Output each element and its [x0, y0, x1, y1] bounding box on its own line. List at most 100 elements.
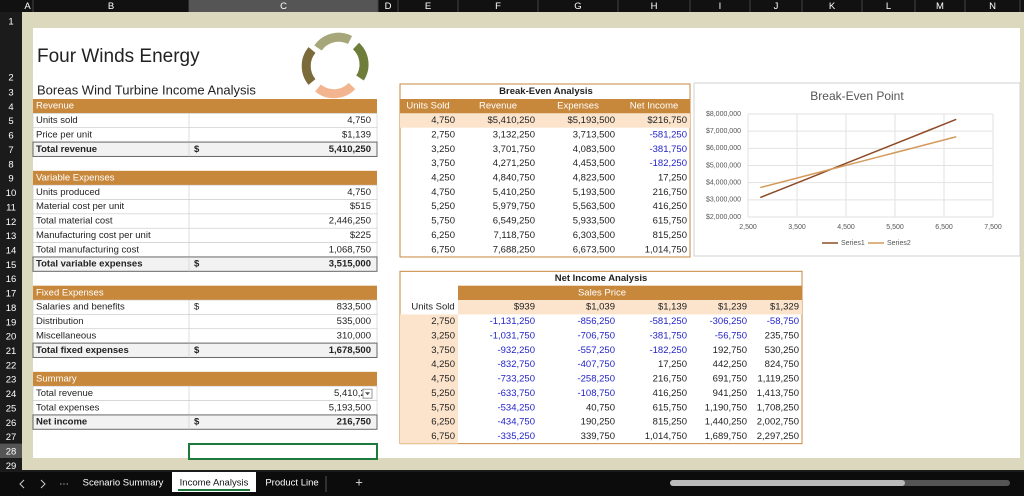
item-row: [32, 314, 378, 330]
row-header: 3: [8, 88, 13, 99]
table-cell: 5,410,250: [493, 187, 535, 198]
table-cell: 4,750: [431, 374, 455, 385]
row-header: 20: [6, 332, 17, 343]
total-row: [32, 141, 378, 157]
price-header: $1,329: [770, 302, 799, 313]
row-header: 2: [8, 73, 13, 84]
row-header: 22: [6, 360, 17, 371]
price-header: $939: [514, 302, 535, 313]
section-header-band: [33, 99, 377, 114]
y-tick-label: $2,000,000: [706, 214, 741, 221]
table-cell: -335,250: [497, 431, 535, 442]
table-cell: -306,250: [709, 316, 747, 327]
table-cell: 1,190,750: [705, 402, 747, 413]
table-cell: -434,750: [497, 417, 535, 428]
table-cell: -381,750: [649, 330, 687, 341]
legend-label: Series1: [841, 240, 865, 247]
sheet-tab[interactable]: Income Analysis: [180, 478, 249, 489]
table-cell: -182,250: [649, 345, 687, 356]
table-cell: 1,440,250: [705, 417, 747, 428]
y-tick-label: $7,000,000: [706, 128, 741, 135]
row-header: 23: [6, 375, 17, 386]
column-header: E: [425, 1, 431, 12]
column-header: H: [651, 1, 658, 12]
table-cell: 7,688,250: [493, 244, 535, 255]
dropdown-arrow[interactable]: [365, 392, 370, 396]
series-line: [759, 118, 957, 199]
currency-symbol: $: [194, 144, 200, 155]
sheet-title: Four Winds Energy: [37, 46, 200, 67]
row-header: 19: [6, 317, 17, 328]
active-tab[interactable]: [172, 472, 256, 492]
table-cell: 40,750: [586, 402, 615, 413]
chart-title: Break-Even Point: [810, 89, 904, 103]
table-cell: 1,413,750: [757, 388, 799, 399]
h-scroll-thumb[interactable]: [670, 480, 905, 486]
table-cell: -182,250: [649, 158, 687, 169]
corner-label: Units Sold: [411, 302, 454, 313]
item-value: 535,000: [337, 316, 371, 327]
table-cell: -534,250: [497, 402, 535, 413]
table-frame: [399, 83, 691, 258]
table-cell: 3,250: [431, 330, 455, 341]
table-cell: -1,031,750: [490, 330, 535, 341]
item-label: Total revenue: [36, 144, 97, 155]
table-cell: 3,250: [431, 144, 455, 155]
table-cell: 824,750: [765, 359, 799, 370]
column-title: Units Sold: [406, 101, 449, 112]
sheet-tab[interactable]: Scenario Summary: [83, 478, 164, 489]
table-cell: 2,297,250: [757, 431, 799, 442]
selected-cell[interactable]: [188, 443, 378, 460]
table-cell: 3,701,750: [493, 144, 535, 155]
row-header: 18: [6, 303, 17, 314]
table-cell: 1,014,750: [645, 244, 687, 255]
table-cell: -58,750: [767, 316, 799, 327]
section-header-band: [33, 285, 377, 301]
item-label: Total variable expenses: [36, 259, 143, 270]
table-cell: 6,549,250: [493, 216, 535, 227]
table-cell: 442,250: [713, 359, 747, 370]
table-cell: -381,750: [649, 144, 687, 155]
add-sheet[interactable]: +: [355, 474, 363, 489]
row-header: 25: [6, 403, 17, 414]
table-cell: 190,250: [581, 417, 615, 428]
table-cell: 2,750: [431, 316, 455, 327]
x-tick-label: 2,500: [739, 224, 757, 231]
total-row: [32, 414, 378, 430]
row-header: 28: [6, 447, 17, 458]
table-cell: 17,250: [658, 359, 687, 370]
section-header-band: [33, 371, 377, 387]
item-value: 833,500: [337, 302, 371, 313]
table-cell: -557,250: [577, 345, 615, 356]
item-value: 5,410,25: [334, 388, 371, 399]
price-header: $1,239: [718, 302, 747, 313]
section-header: Fixed Expenses: [36, 287, 104, 298]
table-cell: 4,250: [431, 172, 455, 183]
section-header: Summary: [36, 374, 77, 385]
item-label: Material cost per unit: [36, 201, 125, 212]
row-header: 21: [6, 346, 17, 357]
table-cell: 6,250: [431, 230, 455, 241]
table-cell: -856,250: [577, 316, 615, 327]
table-cell: 530,250: [765, 345, 799, 356]
price-header: $1,139: [658, 302, 687, 313]
sheet-tab[interactable]: Product Line: [265, 478, 318, 489]
table-cell: 3,713,500: [573, 129, 615, 140]
group-title: Sales Price: [578, 287, 626, 298]
table-cell: -56,750: [715, 330, 747, 341]
currency-symbol: $: [194, 417, 200, 428]
table-cell: 1,014,750: [645, 431, 687, 442]
tab-scroll-arrows[interactable]: [19, 479, 46, 489]
column-header: B: [108, 1, 114, 12]
row-header: 1: [8, 17, 13, 28]
row-header: 4: [8, 102, 13, 113]
table-cell: 5,250: [431, 388, 455, 399]
row-header: 13: [6, 231, 17, 242]
table-cell: 192,750: [713, 345, 747, 356]
table-cell: $5,193,500: [567, 115, 615, 126]
column-header: C: [280, 1, 287, 12]
column-header: L: [886, 1, 891, 12]
y-tick-label: $8,000,000: [706, 111, 741, 118]
y-tick-label: $6,000,000: [706, 145, 741, 152]
table-cell: 3,750: [431, 158, 455, 169]
